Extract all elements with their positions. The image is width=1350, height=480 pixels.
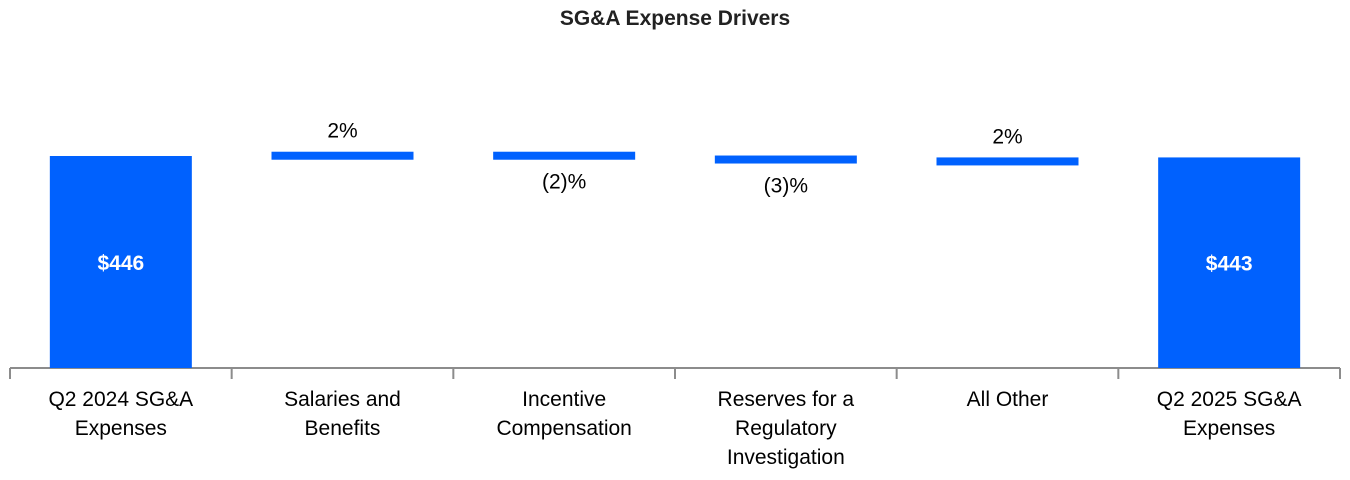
bar-change	[271, 151, 414, 160]
x-tick-label-line: Reserves for a	[717, 388, 855, 411]
x-tick-label-line: Expenses	[1183, 417, 1276, 440]
bar-value-label: $443	[1206, 253, 1253, 276]
x-tick-label: Q2 2024 SG&A Expenses	[21, 385, 221, 443]
bar-change	[714, 155, 857, 164]
x-tick-label-line: Q2 2024 SG&A	[48, 388, 194, 411]
bar-change	[936, 157, 1079, 166]
x-tick-label-line: All Other	[966, 388, 1049, 411]
x-tick-label: Reserves for a Regulatory Investigation	[686, 385, 886, 472]
x-tick-label-line: Expenses	[74, 417, 167, 440]
x-tick-label-line: Benefits	[304, 417, 381, 440]
x-tick-label-line: Salaries and	[284, 388, 401, 411]
x-tick-label-line: Regulatory	[735, 417, 837, 440]
bar-change-label: 2%	[327, 120, 357, 143]
x-tick-label: Q2 2025 SG&A Expenses	[1129, 385, 1329, 443]
bar-total	[1158, 157, 1301, 368]
bar-change-label: 2%	[992, 125, 1022, 148]
bar-change-label: (3)%	[764, 175, 808, 198]
x-tick-label-line: Q2 2025 SG&A	[1156, 388, 1302, 411]
x-tick-label-line: Compensation	[496, 417, 632, 440]
chart-title: SG&A Expense Drivers	[559, 7, 791, 30]
bar-change	[493, 151, 636, 160]
bar-value-label: $446	[97, 252, 144, 275]
x-tick-label: All Other	[908, 385, 1108, 414]
bar-change-label: (2)%	[542, 171, 586, 194]
x-tick-label-line: Investigation	[726, 446, 845, 469]
x-tick-label-line: Incentive	[522, 388, 607, 411]
x-tick-label: Salaries and Benefits	[243, 385, 443, 443]
bar-total	[49, 156, 192, 368]
x-tick-label: Incentive Compensation	[464, 385, 664, 443]
